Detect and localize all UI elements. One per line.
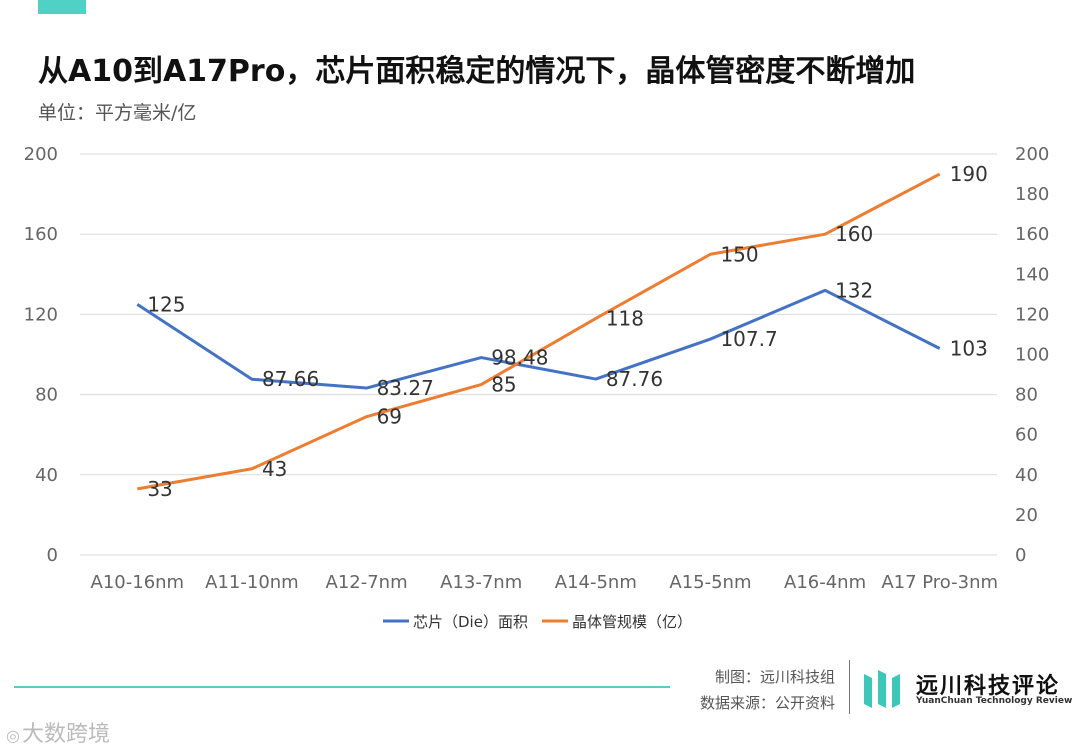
legend-label: 晶体管规模（亿）: [572, 613, 692, 631]
series-line-2: [137, 172, 941, 491]
watermark: ◎大数跨境: [6, 716, 110, 748]
left-tick-label: 80: [35, 385, 58, 406]
right-tick-label: 140: [1015, 264, 1049, 285]
right-tick-label: 160: [1015, 224, 1049, 245]
data-label: 132: [835, 278, 873, 302]
data-label: 83.27: [377, 376, 434, 400]
credit-chart-by: 制图：远川科技组: [714, 668, 835, 686]
footer-vertical-divider: [849, 660, 850, 714]
left-tick-label: 120: [24, 304, 58, 325]
right-tick-label: 120: [1015, 304, 1049, 325]
credit-source: 数据来源：公开资料: [699, 694, 835, 712]
chart-title: 从A10到A17Pro，芯片面积稳定的情况下，晶体管密度不断增加: [38, 54, 916, 89]
x-tick-label: A17 Pro-3nm: [881, 572, 998, 593]
data-label: 87.66: [262, 367, 319, 391]
credits: 制图：远川科技组 数据来源：公开资料: [690, 664, 835, 716]
x-tick-label: A16-4nm: [784, 572, 866, 593]
x-axis-ticks: A10-16nm A11-10nm A12-7nm A13-7nm A14-5nm A15…: [91, 572, 999, 593]
right-tick-label: 200: [1015, 144, 1049, 165]
data-label: 118: [606, 306, 644, 330]
x-tick-label: A11-10nm: [205, 572, 299, 593]
series-line-1: [136, 288, 941, 390]
right-tick-label: 0: [1015, 545, 1026, 566]
data-label: 125: [147, 292, 185, 316]
data-label: 87.76: [606, 367, 663, 391]
data-label: 69: [377, 405, 402, 429]
x-tick-label: A10-16nm: [91, 572, 185, 593]
left-axis-ticks: 0 40 80 120 160 200: [24, 144, 58, 566]
right-axis-ticks: 0 20 40 60 80 100 120 140 160 180 200: [1015, 144, 1049, 566]
right-tick-label: 60: [1015, 425, 1038, 446]
x-tick-label: A12-7nm: [326, 572, 408, 593]
data-label: 160: [835, 222, 873, 246]
brand-subtitle: YuanChuan Technology Review: [916, 696, 1073, 706]
right-tick-label: 100: [1015, 345, 1049, 366]
right-tick-label: 80: [1015, 385, 1038, 406]
watermark-text: 大数跨境: [21, 722, 110, 747]
legend-label: 芯片（Die）面积: [413, 613, 528, 631]
right-tick-label: 40: [1015, 465, 1038, 486]
brand-name: 远川科技评论: [916, 674, 1061, 699]
brand-logo-icon: [864, 670, 900, 708]
right-tick-label: 20: [1015, 505, 1038, 526]
x-tick-label: A15-5nm: [669, 572, 751, 593]
series-lines: [136, 172, 941, 491]
data-label: 190: [950, 162, 988, 186]
left-tick-label: 40: [35, 465, 58, 486]
accent-bar: [38, 0, 86, 14]
left-tick-label: 160: [24, 224, 58, 245]
x-tick-label: A13-7nm: [440, 572, 522, 593]
data-label: 98.48: [491, 346, 548, 370]
legend: 芯片（Die）面积 晶体管规模（亿）: [383, 613, 692, 631]
x-tick-label: A14-5nm: [555, 572, 637, 593]
line-chart: 0 40 80 120 160 200 0 20 40 60 80 100 120 140 160 180 2…: [24, 144, 1050, 631]
left-tick-label: 0: [47, 545, 58, 566]
data-label: 33: [147, 477, 172, 501]
data-label: 150: [720, 242, 758, 266]
footer-divider-line: [14, 686, 670, 688]
data-label: 103: [950, 336, 988, 360]
left-tick-label: 200: [24, 144, 58, 165]
data-labels: 125 87.66 83.27 98.48 87.76 107.7 132 103 33 43 69…: [147, 162, 988, 501]
data-label: 107.7: [720, 327, 777, 351]
watermark-logo-icon: ◎: [6, 726, 20, 745]
data-label: 43: [262, 457, 287, 481]
grid-lines: [80, 153, 997, 556]
data-label: 85: [491, 373, 516, 397]
unit-label: 单位：平方毫米/亿: [38, 102, 197, 124]
right-tick-label: 180: [1015, 184, 1049, 205]
